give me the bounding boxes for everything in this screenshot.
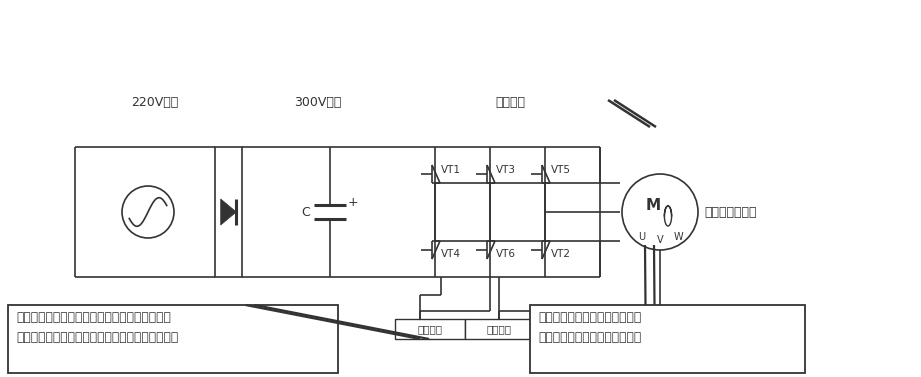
Text: 300V直流: 300V直流 (295, 96, 342, 109)
Text: VT6: VT6 (496, 249, 516, 259)
Text: 直流变频空调的变频器与交流变频空调的变频器
差不多，只是多了位置检测电路和通电转换电路。: 直流变频空调的变频器与交流变频空调的变频器 差不多，只是多了位置检测电路和通电转… (16, 311, 179, 344)
Bar (8, 305, 338, 373)
Text: VT3: VT3 (496, 165, 516, 175)
Text: C: C (301, 205, 310, 219)
Text: 变频交流: 变频交流 (495, 96, 525, 109)
Text: VT4: VT4 (441, 249, 461, 259)
Text: +: + (348, 196, 358, 208)
Polygon shape (221, 199, 237, 225)
Text: M: M (646, 198, 660, 213)
Text: V: V (657, 235, 663, 245)
Text: VT5: VT5 (551, 165, 571, 175)
Bar (465, 319, 533, 339)
Text: 直流变频空调的关键在于空调器
压缩机采用了直流变频电动机。: 直流变频空调的关键在于空调器 压缩机采用了直流变频电动机。 (538, 311, 641, 344)
Text: 直流变频电动机: 直流变频电动机 (704, 205, 756, 219)
Text: VT1: VT1 (441, 165, 461, 175)
Text: 220V交流: 220V交流 (132, 96, 179, 109)
Bar (395, 319, 465, 339)
Bar (530, 305, 805, 373)
Text: 位置检测: 位置检测 (486, 324, 511, 334)
Text: 通电转换: 通电转换 (417, 324, 442, 334)
Bar (215, 147, 242, 277)
Text: U: U (638, 232, 646, 242)
Text: VT2: VT2 (551, 249, 571, 259)
Text: W: W (673, 232, 682, 242)
